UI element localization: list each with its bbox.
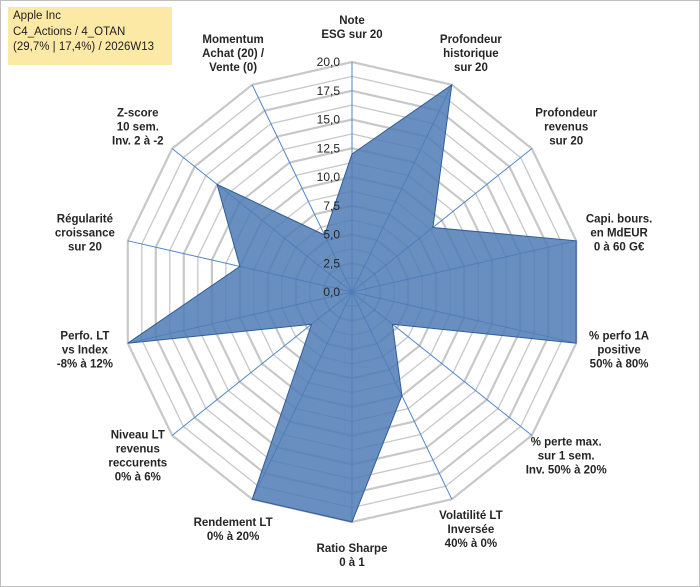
axis-label: Capi. bours. en MdEUR 0 à 60 G€ [586, 213, 652, 253]
axis-label: Profondeur historique sur 20 [440, 34, 502, 74]
axis-label: Momentum Achat (20) / Vente (0) [202, 34, 265, 74]
axis-label: Niveau LT revenus reccurents 0% à 6% [108, 430, 167, 484]
tick-label: 5,0 [323, 228, 340, 242]
tick-label: 17,5 [317, 84, 341, 98]
title-stats: (29,7% | 17,4%) / 2026W13 [13, 41, 155, 53]
axis-label: Rendement LT 0% à 20% [194, 517, 273, 543]
radar-ticks: 0,0 2,5 5,0 7,5 10,0 12,5 15,0 17,5 20,0 [317, 55, 341, 299]
axis-label: Note ESG sur 20 [321, 15, 382, 41]
axis-label: % perfo 1A positive 50% à 80% [589, 331, 649, 371]
tick-label: 12,5 [317, 141, 341, 155]
axis-label: % perte max. sur 1 sem. Inv. 50% à 20% [526, 437, 607, 477]
tick-label: 20,0 [317, 55, 341, 69]
axis-label: Volatilité LT Inversée 40% à 0% [439, 510, 502, 550]
tick-label: 7,5 [323, 199, 340, 213]
title-company: Apple Inc [13, 10, 61, 22]
axis-label: Profondeur revenus sur 20 [535, 107, 597, 147]
series-area [127, 83, 577, 523]
axis-label: Ratio Sharpe 0 à 1 [317, 543, 388, 569]
tick-label: 2,5 [323, 256, 340, 270]
axis-label: Perfo. LT vs Index -8% à 12% [57, 331, 113, 371]
tick-label: 10,0 [317, 170, 341, 184]
chart-title-box: Apple Inc C4_Actions / 4_OTAN (29,7% | 1… [8, 7, 172, 65]
axis-label: Z-score 10 sem. Inv. 2 à -2 [112, 107, 164, 147]
tick-label: 0,0 [323, 285, 340, 299]
tick-label: 15,0 [317, 113, 341, 127]
radar-series [127, 83, 577, 523]
radar-axis-labels: Note ESG sur 20 Profondeur historique sur 20… [55, 15, 652, 569]
axis-label: Régularité croissance sur 20 [55, 213, 115, 253]
title-portfolio: C4_Actions / 4_OTAN [13, 25, 126, 38]
